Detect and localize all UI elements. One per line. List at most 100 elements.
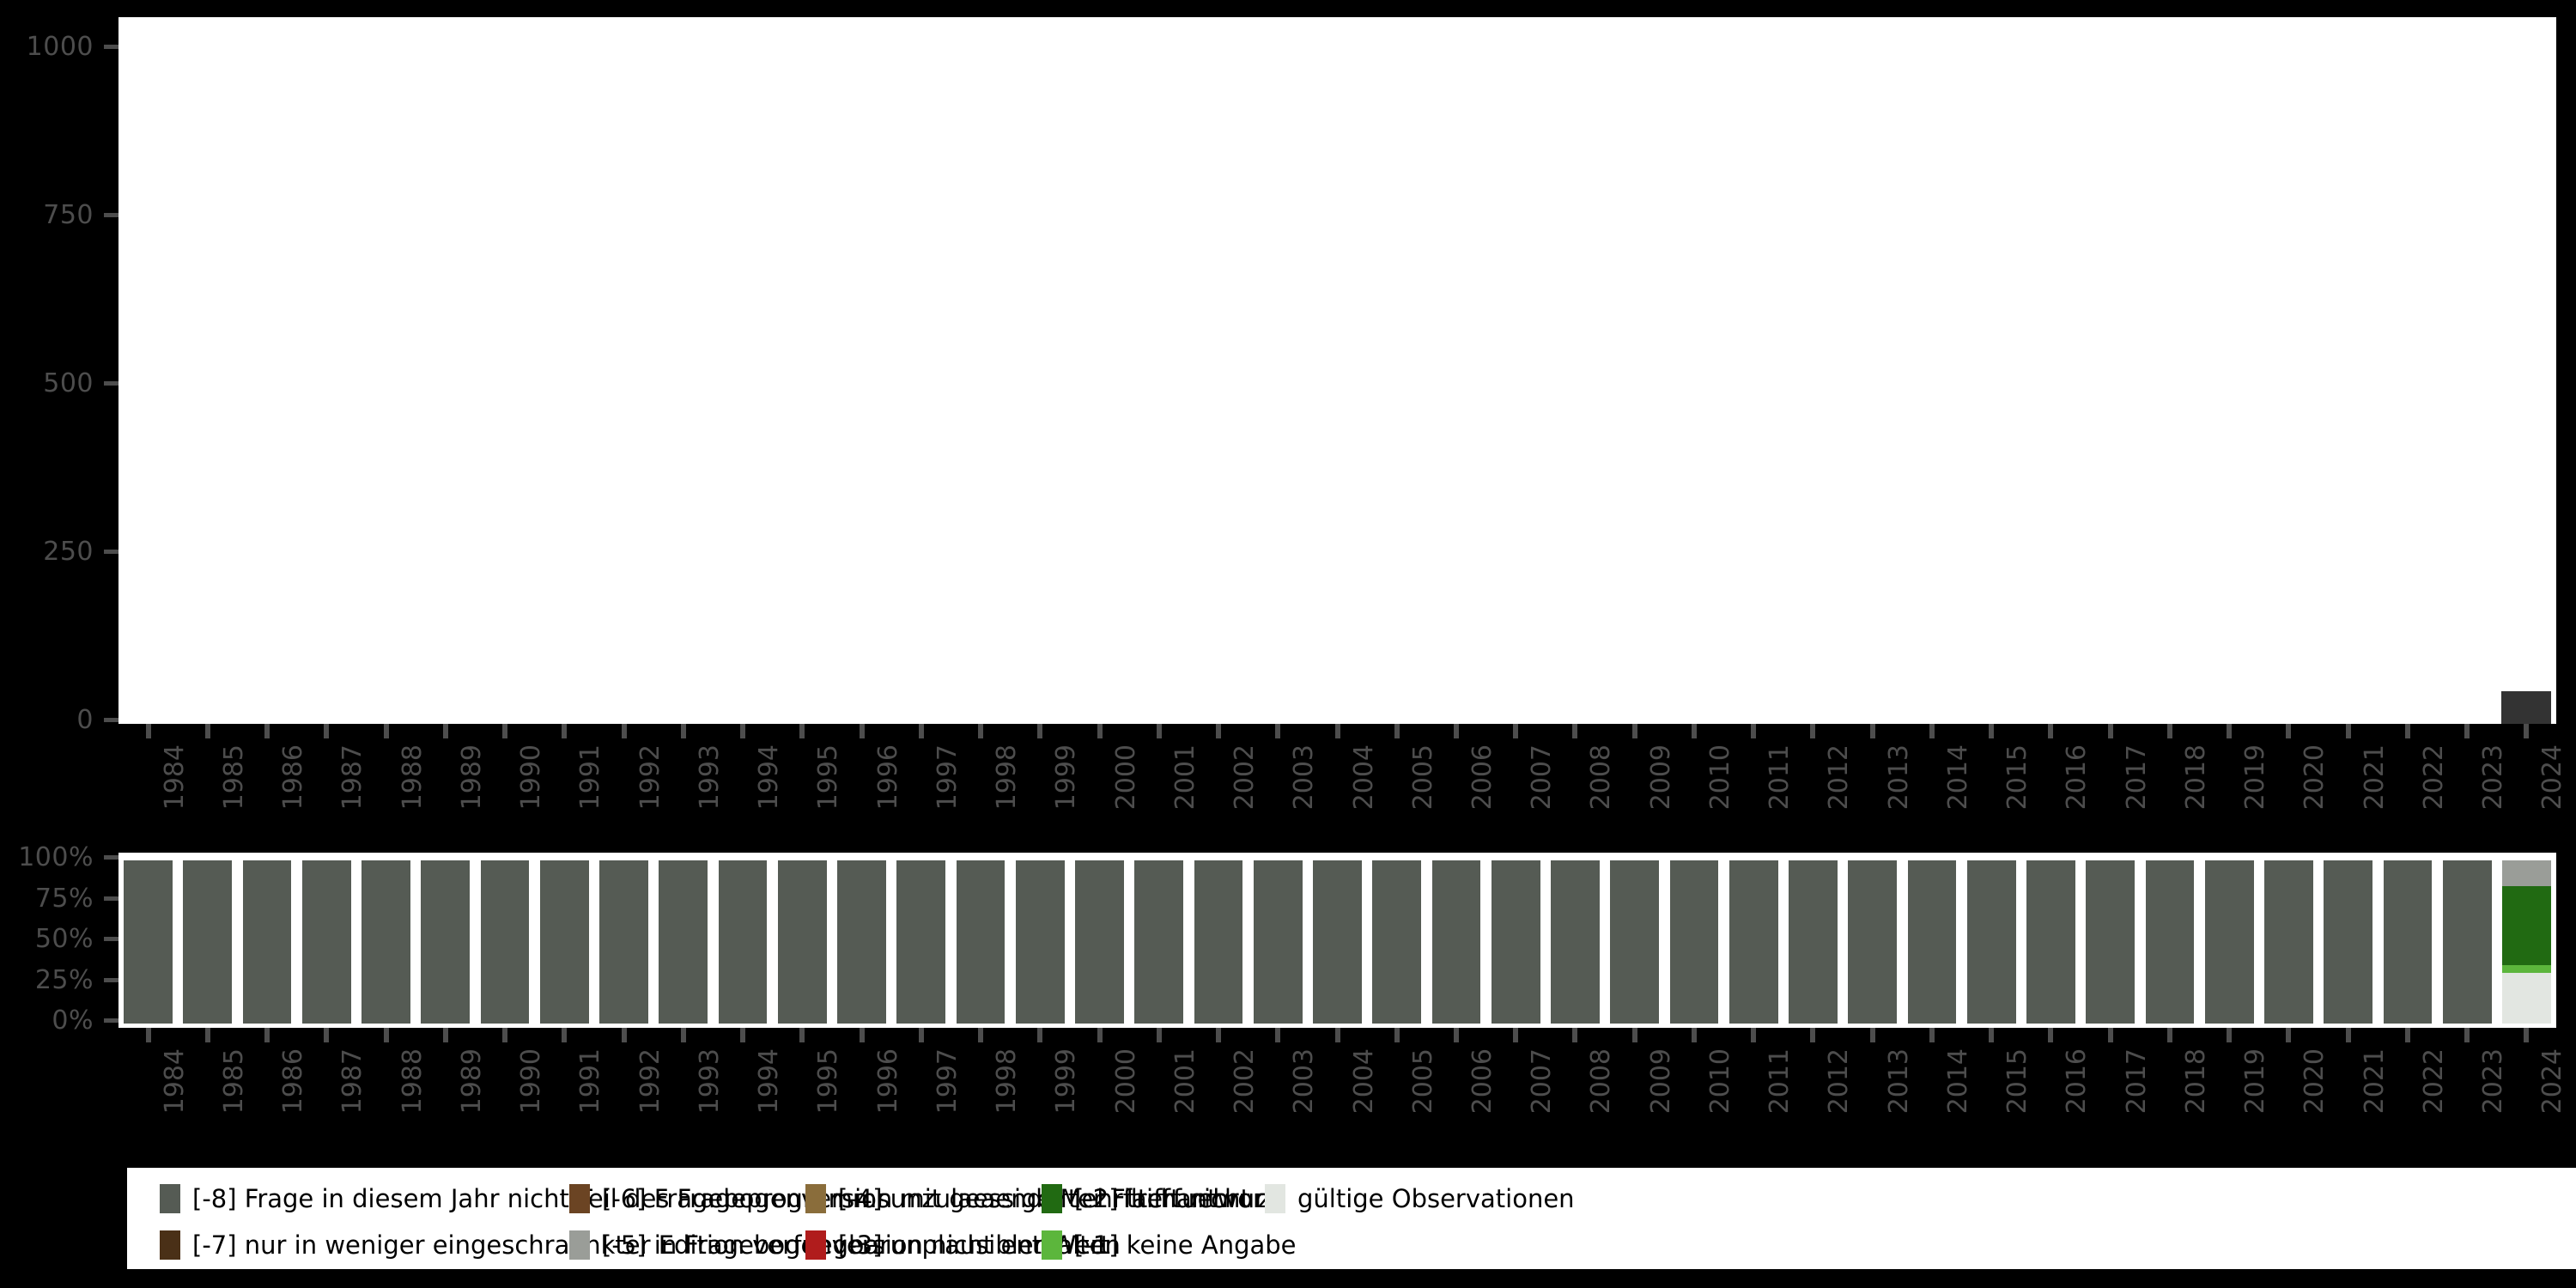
percent-stacked-bar bbox=[2501, 860, 2551, 1024]
count-y-tick-mark bbox=[104, 381, 118, 386]
legend-label: [-6] Fragebogenversion mit geaenderter F… bbox=[602, 1184, 1286, 1213]
percent-x-tick bbox=[1869, 1028, 1875, 1042]
count-x-tick-label: 2008 bbox=[1586, 744, 1617, 811]
percent-stacked-bar bbox=[2324, 860, 2373, 1024]
count-x-tick bbox=[442, 724, 448, 738]
count-y-tick-label: 750 bbox=[43, 200, 94, 231]
count-x-tick bbox=[502, 724, 508, 738]
percent-bar-segment bbox=[599, 860, 648, 1024]
percent-bar-segment bbox=[2383, 860, 2433, 1024]
count-x-tick-label: 2007 bbox=[1527, 744, 1558, 811]
percent-x-tick bbox=[324, 1028, 330, 1042]
percent-stacked-bar bbox=[1134, 860, 1184, 1024]
legend-item[interactable]: [-8] Frage in diesem Jahr nicht Teil des… bbox=[160, 1178, 890, 1219]
percent-x-tick bbox=[2048, 1028, 2054, 1042]
percent-bar-segment bbox=[2442, 860, 2492, 1024]
legend-item[interactable]: [-7] nur in weniger eingeschraenkter Edi… bbox=[160, 1224, 890, 1266]
percent-x-tick bbox=[1216, 1028, 1221, 1042]
legend-item[interactable]: gültige Observationen bbox=[1265, 1178, 1575, 1219]
count-x-tick bbox=[1156, 724, 1162, 738]
count-bar bbox=[2501, 691, 2552, 724]
count-x-tick-label: 2012 bbox=[1824, 744, 1855, 811]
percent-stacked-bar bbox=[2204, 860, 2254, 1024]
percent-stacked-bar bbox=[539, 860, 589, 1024]
legend-item[interactable]: [-2] trifft nicht zu bbox=[1042, 1178, 1287, 1219]
percent-bar-segment bbox=[2324, 860, 2373, 1024]
count-x-tick-label: 2018 bbox=[2180, 744, 2211, 811]
percent-x-tick-label: 2009 bbox=[1645, 1048, 1676, 1115]
legend-label: [-2] trifft nicht zu bbox=[1074, 1184, 1287, 1213]
count-x-tick bbox=[1631, 724, 1637, 738]
percent-bar-segment bbox=[718, 860, 768, 1024]
legend-swatch-icon bbox=[1042, 1230, 1062, 1260]
percent-y-tick-label: 50% bbox=[34, 924, 94, 954]
percent-x-tick-label: 2016 bbox=[2062, 1048, 2093, 1115]
count-x-tick-label: 2021 bbox=[2359, 744, 2390, 811]
count-x-tick-label: 2017 bbox=[2121, 744, 2152, 811]
percent-bar-segment bbox=[1491, 860, 1540, 1024]
count-x-tick-label: 1995 bbox=[813, 744, 844, 811]
percent-x-tick-label: 1998 bbox=[992, 1048, 1023, 1115]
percent-y-tick-mark bbox=[104, 1018, 118, 1023]
legend-swatch-icon bbox=[160, 1184, 180, 1213]
count-y-tick-mark bbox=[104, 213, 118, 218]
legend-item[interactable]: [-3] unplausibler Wert bbox=[805, 1224, 1110, 1266]
legend-label: [-8] Frage in diesem Jahr nicht Teil des… bbox=[192, 1184, 890, 1213]
percent-y-tick-label: 75% bbox=[34, 883, 94, 914]
percent-bar-segment bbox=[1669, 860, 1719, 1024]
percent-stacked-bar bbox=[480, 860, 530, 1024]
percent-x-tick-label: 2018 bbox=[2180, 1048, 2211, 1115]
count-x-tick-label: 1990 bbox=[516, 744, 547, 811]
percent-bar-segment bbox=[659, 860, 708, 1024]
percent-x-tick bbox=[1037, 1028, 1043, 1042]
percent-bar-segment bbox=[2264, 860, 2313, 1024]
legend-item[interactable]: [-1] keine Angabe bbox=[1042, 1224, 1297, 1266]
legend-item[interactable]: [-6] Fragebogenversion mit geaenderter F… bbox=[569, 1178, 1286, 1219]
percent-x-tick-label: 1997 bbox=[932, 1048, 963, 1115]
count-y-tick: 750 bbox=[43, 200, 118, 230]
percent-x-tick bbox=[1394, 1028, 1400, 1042]
percent-x-tick-label: 1988 bbox=[397, 1048, 428, 1115]
percent-x-tick bbox=[562, 1028, 568, 1042]
count-x-tick bbox=[1989, 724, 1995, 738]
percent-x-tick-label: 2006 bbox=[1467, 1048, 1498, 1115]
percent-x-tick bbox=[859, 1028, 865, 1042]
percent-x-tick-label: 2011 bbox=[1765, 1048, 1795, 1115]
percent-stacked-bar bbox=[361, 860, 410, 1024]
percent-x-tick bbox=[1156, 1028, 1162, 1042]
count-x-tick bbox=[978, 724, 984, 738]
count-y-tick-label: 250 bbox=[43, 537, 94, 568]
legend-swatch-icon bbox=[569, 1230, 590, 1260]
percent-stacked-bar bbox=[2442, 860, 2492, 1024]
percent-x-tick-label: 2019 bbox=[2240, 1048, 2271, 1115]
count-x-tick-label: 2003 bbox=[1289, 744, 1320, 811]
percent-x-tick bbox=[2464, 1028, 2470, 1042]
percent-stacked-bar bbox=[1966, 860, 2016, 1024]
percent-x-tick bbox=[442, 1028, 448, 1042]
percent-bar-segment bbox=[1610, 860, 1660, 1024]
count-x-tick-label: 2006 bbox=[1467, 744, 1498, 811]
legend-swatch-icon bbox=[805, 1184, 826, 1213]
percent-x-tick bbox=[918, 1028, 924, 1042]
legend-item[interactable]: [-5] in Fragebogenversion nicht enthalte… bbox=[569, 1224, 1121, 1266]
count-y-tick-label: 1000 bbox=[26, 32, 94, 63]
percent-x-tick bbox=[1929, 1028, 1935, 1042]
count-x-tick-label: 1993 bbox=[694, 744, 725, 811]
percent-stacked-bar bbox=[837, 860, 886, 1024]
count-x-tick-label: 2005 bbox=[1407, 744, 1438, 811]
percent-stacked-bar bbox=[599, 860, 648, 1024]
legend-row: [-8] Frage in diesem Jahr nicht Teil des… bbox=[127, 1178, 2576, 1219]
percent-x-tick-label: 1986 bbox=[278, 1048, 309, 1115]
percent-x-tick-label: 2023 bbox=[2478, 1048, 2509, 1115]
percent-x-tick-label: 2020 bbox=[2300, 1048, 2330, 1115]
percent-x-tick-label: 1984 bbox=[159, 1048, 190, 1115]
percent-x-tick-label: 2007 bbox=[1527, 1048, 1558, 1115]
percent-x-tick-label: 2022 bbox=[2418, 1048, 2449, 1115]
percent-x-tick bbox=[145, 1028, 151, 1042]
count-x-tick-label: 1986 bbox=[278, 744, 309, 811]
percent-stacked-bar bbox=[718, 860, 768, 1024]
percent-bar-segment bbox=[1194, 860, 1243, 1024]
percent-x-tick bbox=[799, 1028, 805, 1042]
count-x-tick bbox=[562, 724, 568, 738]
count-x-tick bbox=[1572, 724, 1578, 738]
